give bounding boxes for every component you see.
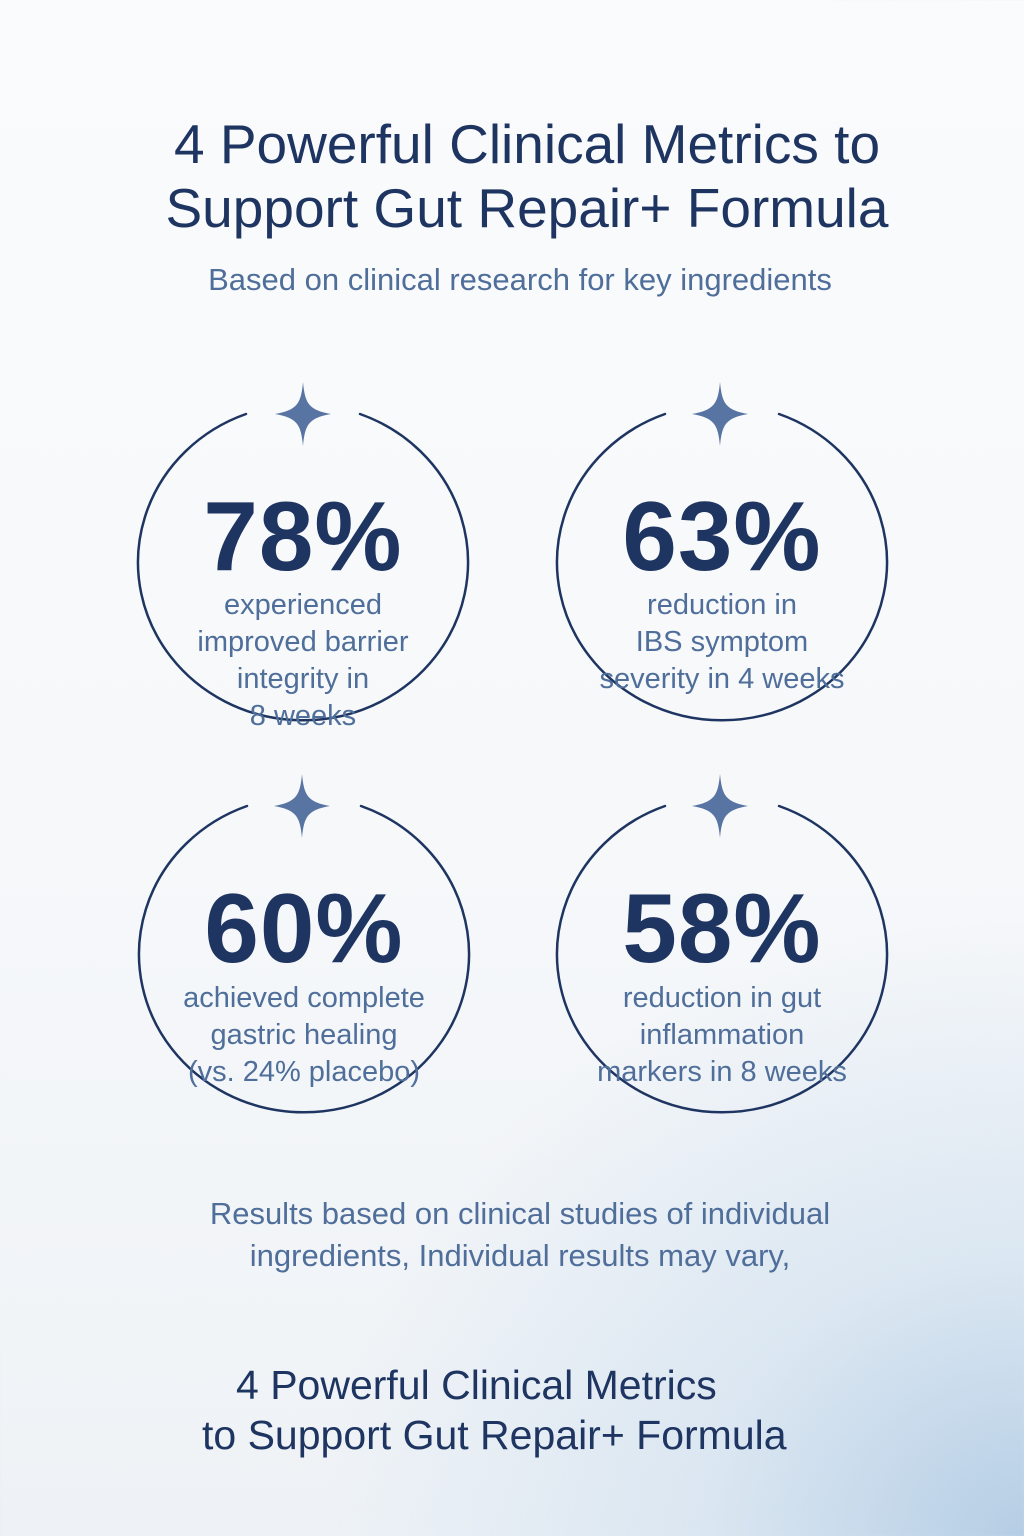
metric-description-line: experienced <box>224 589 382 621</box>
metric-description-line: achieved complete <box>183 982 425 1014</box>
footer-title-line-2: to Support Gut Repair+ Formula <box>202 1412 787 1458</box>
disclaimer-line-1: Results based on clinical studies of ind… <box>209 1196 831 1231</box>
metric-description-line: reduction in <box>647 589 797 621</box>
metric-description-line: reduction in gut <box>622 982 822 1014</box>
metric-description-line: integrity in <box>236 663 370 695</box>
metric-description-line: markers in 8 weeks <box>597 1056 847 1088</box>
metric-description: achieved complete gastric healing (vs. 2… <box>134 980 474 1091</box>
metric-description: reduction in gut inflammation markers in… <box>552 980 892 1091</box>
sparkle-icon <box>275 382 331 446</box>
metric-description-line: improved barrier <box>197 626 409 658</box>
metric-value: 60% <box>204 873 404 983</box>
sparkle-icon <box>692 774 748 838</box>
metric-description: reduction in IBS symptom severity in 4 w… <box>552 587 892 698</box>
metric-card-2: 63% reduction in IBS symptom severity in… <box>552 382 892 738</box>
metric-description-line: IBS symptom <box>635 626 809 658</box>
page-title: 4 Powerful Clinical Metrics to Support G… <box>0 112 1024 240</box>
footer-title-line-1: 4 Powerful Clinical Metrics <box>236 1362 717 1408</box>
metric-ring-1 <box>136 412 470 722</box>
metric-card-4: 58% reduction in gut inflammation marker… <box>552 774 892 1130</box>
metric-description-line: 8 weeks <box>249 700 357 732</box>
metric-value: 58% <box>622 873 822 983</box>
disclaimer-line-2: ingredients, Individual results may vary… <box>249 1238 791 1273</box>
page-title-line-2: Support Gut Repair+ Formula <box>165 177 889 239</box>
sparkle-icon <box>274 774 330 838</box>
metric-description: experienced improved barrier integrity i… <box>133 587 473 735</box>
metric-ring-4 <box>555 804 889 1114</box>
sparkle-icon <box>692 382 748 446</box>
metric-ring-2 <box>555 412 889 722</box>
metric-description-line: severity in 4 weeks <box>599 663 845 695</box>
metric-description-line: inflammation <box>639 1019 805 1051</box>
page-title-line-1: 4 Powerful Clinical Metrics to <box>173 113 881 175</box>
page-subtitle: Based on clinical research for key ingre… <box>208 262 832 297</box>
metric-value: 78% <box>203 481 403 591</box>
metric-ring-3 <box>137 804 471 1114</box>
metric-value: 63% <box>622 481 822 591</box>
metric-description-line: (vs. 24% placebo) <box>187 1056 421 1088</box>
footer-title: 4 Powerful Clinical Metrics to Support G… <box>150 1360 910 1460</box>
metric-description-line: gastric healing <box>210 1019 398 1051</box>
metric-card-1: 78% experienced improved barrier integri… <box>133 382 473 738</box>
metric-card-3: 60% achieved complete gastric healing (v… <box>134 774 474 1130</box>
disclaimer-text: Results based on clinical studies of ind… <box>0 1193 1024 1277</box>
